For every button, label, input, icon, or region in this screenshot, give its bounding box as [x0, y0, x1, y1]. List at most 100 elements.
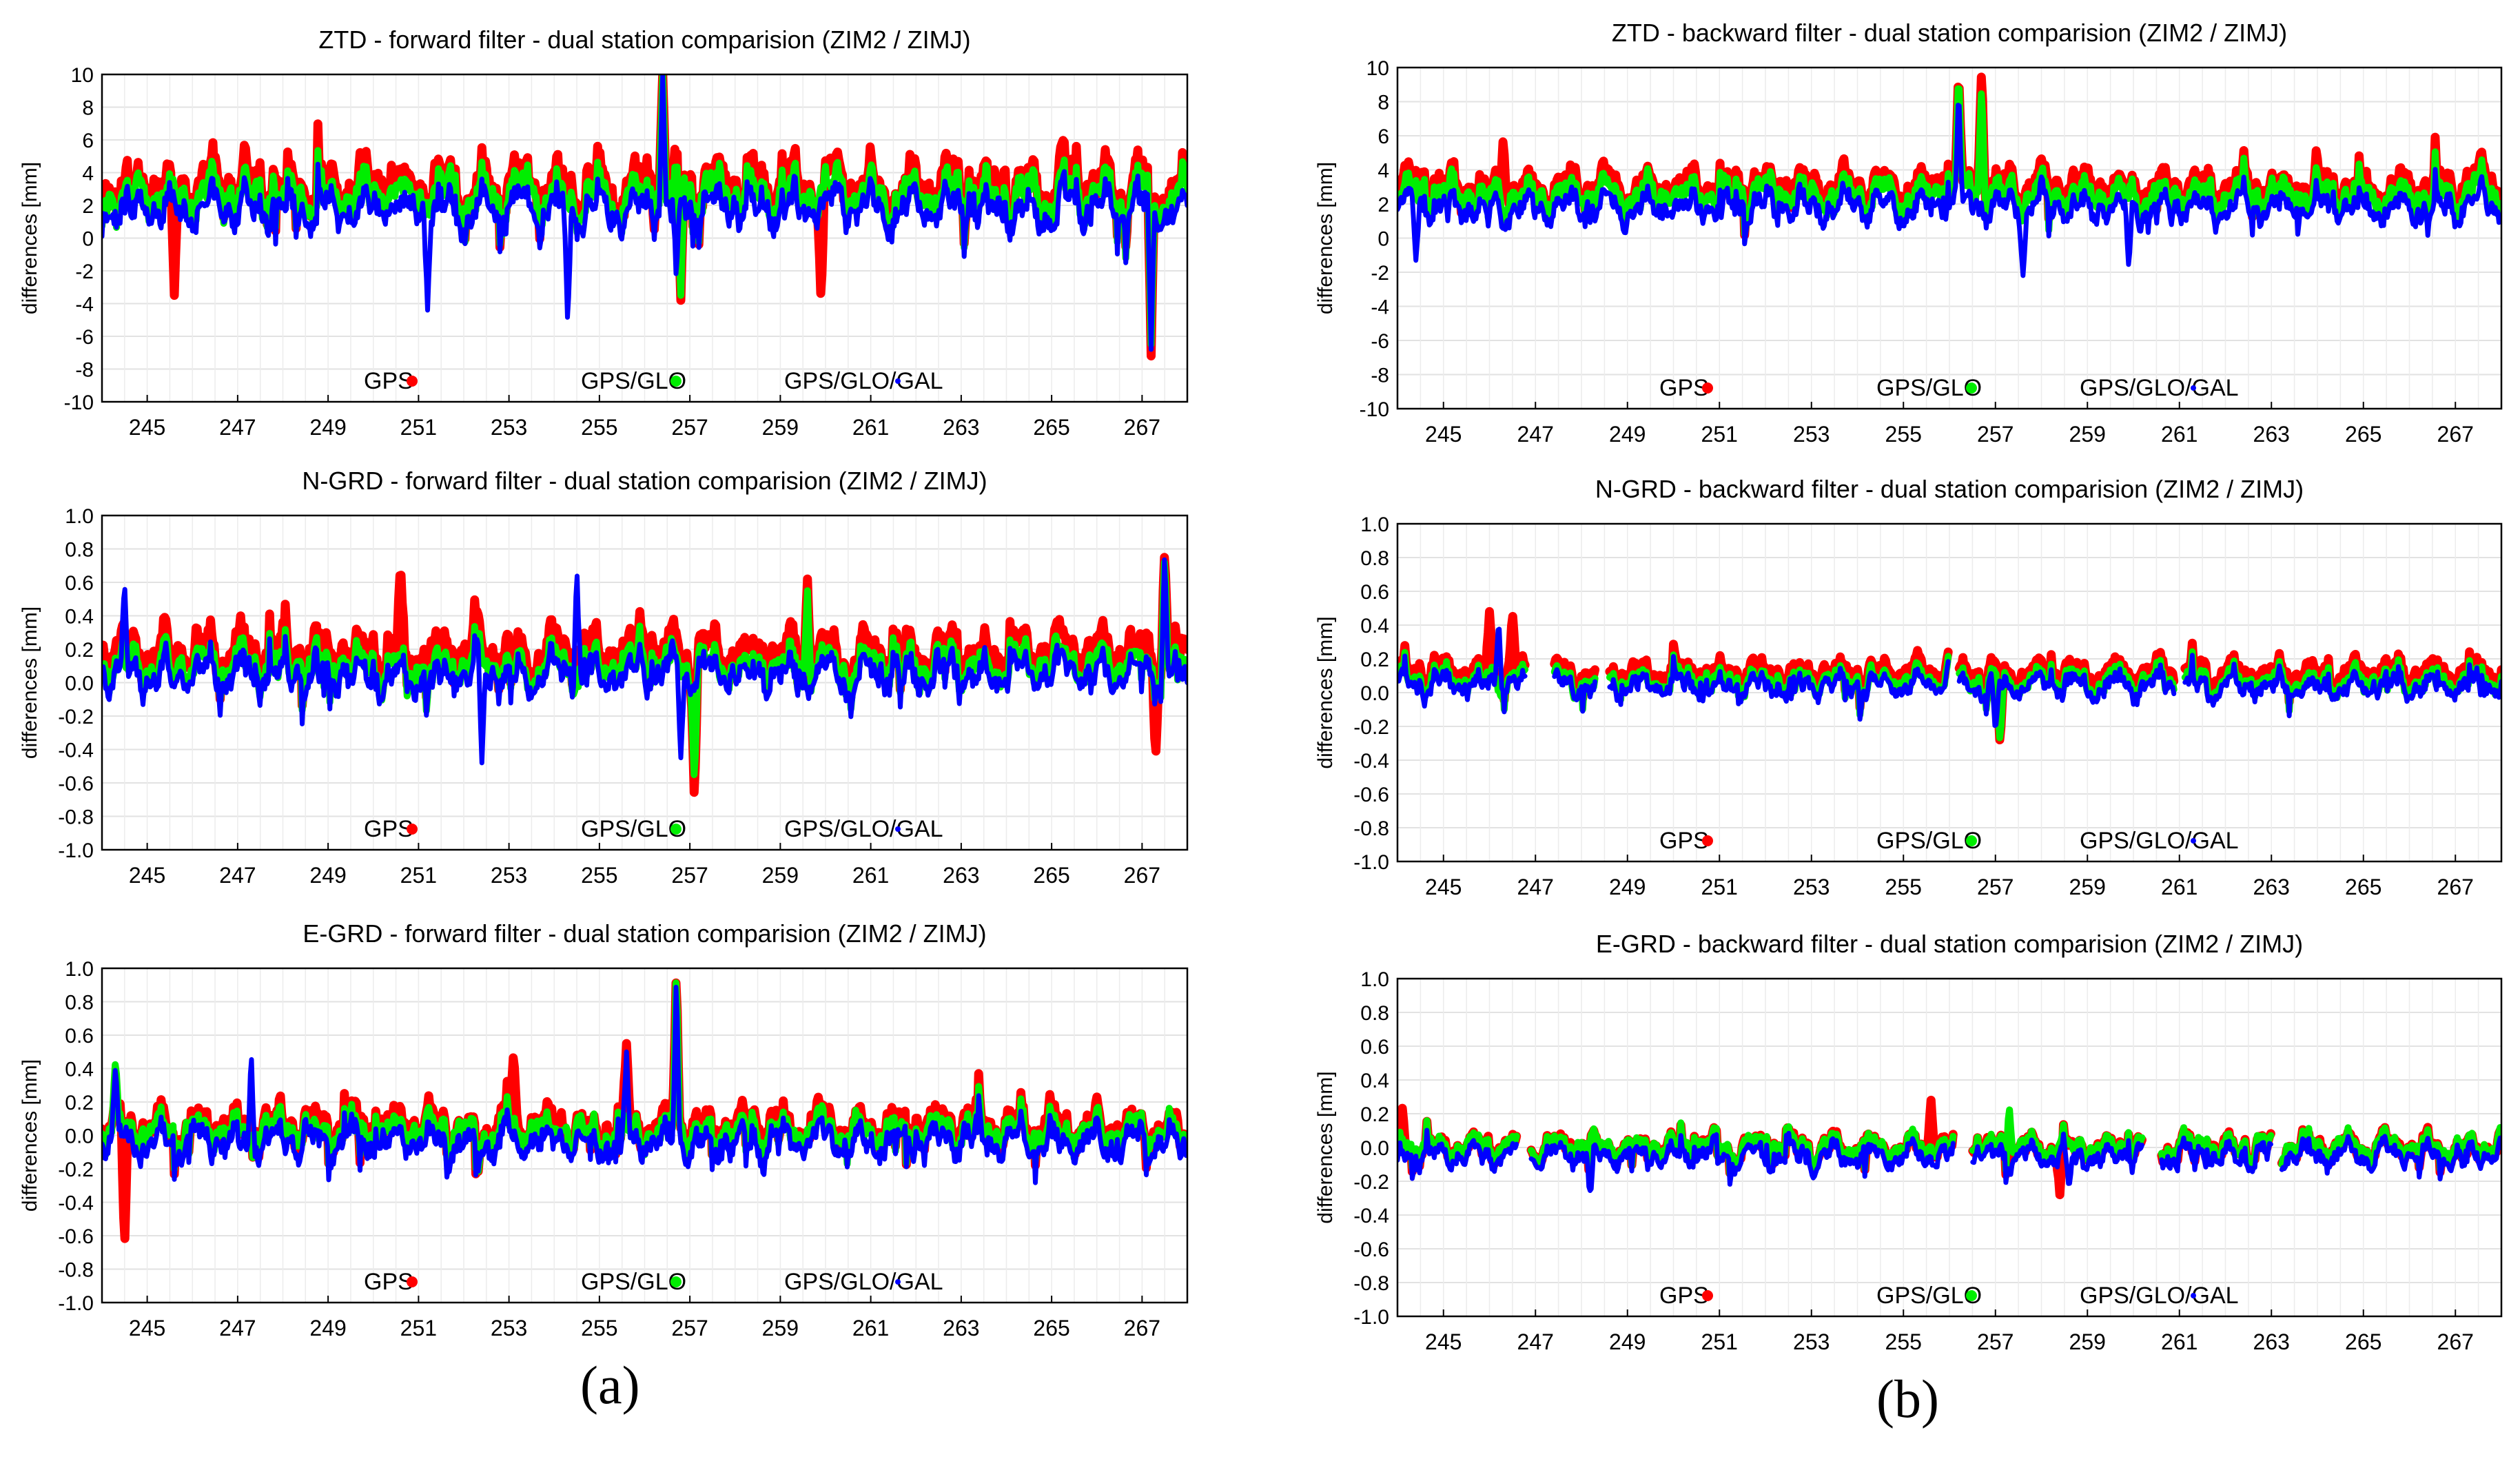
- y-tick-label: 0.8: [65, 539, 94, 562]
- y-axis-label: differences [mm]: [1314, 162, 1337, 314]
- legend-label: GPS/GLO: [581, 1269, 686, 1295]
- x-tick-label: 247: [1517, 422, 1554, 447]
- legend-marker: [2191, 838, 2196, 844]
- x-tick-label: 247: [1517, 875, 1554, 899]
- legend-label: GPS: [1659, 828, 1709, 854]
- y-tick-label: 0.0: [1360, 682, 1389, 705]
- legend-label: GPS: [364, 1269, 413, 1295]
- x-tick-label: 263: [2253, 875, 2290, 899]
- x-tick-label: 267: [2437, 422, 2474, 447]
- chart-title: E-GRD - backward filter - dual station c…: [1596, 930, 2303, 958]
- legend-label: GPS: [364, 816, 413, 842]
- x-tick-label: 259: [2069, 1329, 2106, 1354]
- y-tick-label: 2: [1377, 194, 1389, 216]
- legend-marker: [1966, 382, 1977, 394]
- legend-label: GPS/GLO/GAL: [2080, 828, 2239, 854]
- y-tick-label: 0: [1377, 228, 1389, 251]
- y-axis-label: differences [mm]: [19, 606, 41, 759]
- series-group: [1397, 72, 2501, 278]
- x-tick-label: 255: [1885, 1329, 1922, 1354]
- y-tick-label: 8: [1377, 92, 1389, 114]
- legend-marker: [895, 1279, 901, 1285]
- x-tick-label: 267: [1124, 863, 1160, 888]
- y-tick-label: -1.0: [1353, 1306, 1389, 1329]
- y-tick-label: -0.2: [1353, 1171, 1389, 1194]
- legend-marker: [1702, 382, 1713, 394]
- y-tick-label: 0.6: [1360, 1036, 1389, 1059]
- legend-label: GPS/GLO/GAL: [2080, 1283, 2239, 1309]
- y-tick-label: 0.6: [65, 572, 94, 595]
- x-tick-label: 259: [762, 863, 799, 888]
- plot-frame: [1396, 977, 2503, 1318]
- y-tick-label: 0.4: [1360, 615, 1389, 637]
- x-tick-label: 249: [1609, 1329, 1646, 1354]
- chart-6: -1.0 -0.8 -0.6 -0.4 -0.2 0.0 0.2 0.4 0.6 0.8 1.0 24…: [1314, 930, 2503, 1354]
- y-tick-label: -0.4: [58, 739, 94, 762]
- chart-title: ZTD - backward filter - dual station com…: [1612, 19, 2287, 47]
- x-tick-label: 265: [1033, 415, 1069, 440]
- y-tick-label: -0.8: [58, 1259, 94, 1282]
- legend-marker: [895, 378, 901, 384]
- x-tick-label: 247: [1517, 1329, 1554, 1354]
- chart-title: N-GRD - backward filter - dual station c…: [1595, 475, 2304, 503]
- x-tick-label: 265: [1033, 1316, 1069, 1340]
- legend-label: GPS/GLO: [1876, 1283, 1982, 1309]
- legend-marker: [670, 824, 682, 835]
- x-tick-label: 245: [1425, 1329, 1462, 1354]
- y-tick-label: 0.0: [1360, 1137, 1389, 1160]
- series-line-gps-glo-gal: [1397, 626, 2501, 728]
- x-tick-label: 245: [1425, 422, 1462, 447]
- chart-1: -10 -8 -6 -4 -2 0 2 4 6 8 10 245 247 249 251 253 255 257 2…: [19, 25, 1189, 440]
- y-tick-label: 1.0: [1360, 968, 1389, 991]
- y-tick-label: 0.2: [65, 639, 94, 662]
- y-tick-label: 0.2: [1360, 649, 1389, 671]
- y-tick-label: -0.6: [1353, 784, 1389, 806]
- y-tick-label: 6: [1377, 125, 1389, 148]
- x-tick-label: 261: [2161, 875, 2198, 899]
- y-tick-label: 1.0: [65, 958, 94, 981]
- legend-marker: [895, 826, 901, 832]
- y-tick-label: -0.8: [58, 806, 94, 829]
- y-tick-label: -0.8: [1353, 1272, 1389, 1295]
- y-tick-label: 0.0: [65, 673, 94, 695]
- y-tick-label: 2: [82, 195, 94, 218]
- x-tick-label: 259: [762, 1316, 799, 1340]
- legend-label: GPS/GLO/GAL: [784, 816, 943, 842]
- x-tick-label: 261: [852, 415, 889, 440]
- y-tick-label: -6: [75, 326, 94, 349]
- x-tick-label: 265: [2345, 422, 2381, 447]
- plot-frame: [101, 514, 1189, 851]
- x-tick-label: 259: [2069, 875, 2106, 899]
- x-tick-label: 249: [1609, 422, 1646, 447]
- plot-frame: [1396, 522, 2503, 863]
- x-tick-label: 265: [2345, 875, 2381, 899]
- y-tick-label: -0.8: [1353, 817, 1389, 840]
- y-tick-label: -1.0: [1353, 851, 1389, 874]
- x-tick-label: 257: [671, 1316, 708, 1340]
- x-tick-label: 261: [2161, 422, 2198, 447]
- y-axis-label: differences [mm]: [19, 1059, 41, 1212]
- x-tick-label: 267: [2437, 1329, 2474, 1354]
- x-tick-label: 251: [400, 1316, 437, 1340]
- y-tick-label: 0: [82, 228, 94, 251]
- y-axis-label: differences [mm]: [19, 162, 41, 314]
- y-tick-label: -0.6: [58, 1225, 94, 1248]
- x-tick-label: 265: [1033, 863, 1069, 888]
- x-tick-label: 257: [1977, 1329, 2014, 1354]
- x-tick-label: 251: [400, 863, 437, 888]
- y-tick-label: -4: [75, 294, 94, 316]
- legend-label: GPS/GLO/GAL: [784, 1269, 943, 1295]
- y-tick-label: -4: [1371, 296, 1389, 319]
- legend-label: GPS: [1659, 375, 1709, 401]
- x-tick-label: 251: [1701, 422, 1738, 447]
- x-tick-label: 267: [1124, 1316, 1160, 1340]
- y-tick-label: 4: [1377, 160, 1389, 183]
- y-tick-label: 0.8: [65, 992, 94, 1014]
- x-tick-label: 253: [1793, 422, 1830, 447]
- legend-marker: [1966, 835, 1977, 846]
- x-tick-label: 263: [943, 863, 979, 888]
- y-tick-label: 1.0: [65, 505, 94, 528]
- panel-label-a: (a): [580, 1355, 640, 1415]
- series-group: [1397, 606, 2501, 744]
